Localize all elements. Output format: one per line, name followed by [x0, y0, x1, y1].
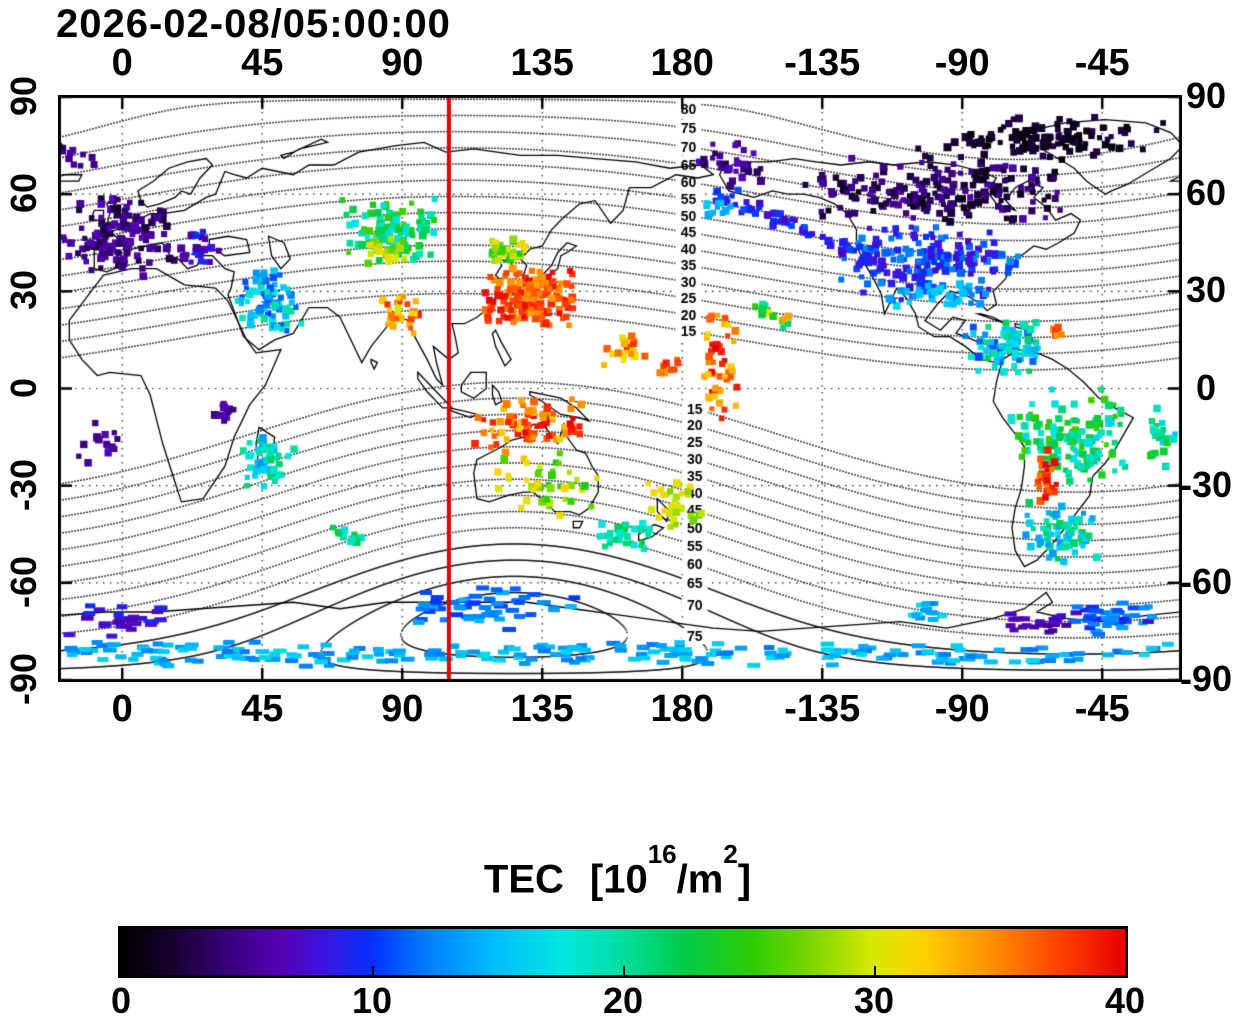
- colorbar-tick-mark: [372, 966, 374, 975]
- lon-tick-label-bottom: 0: [111, 688, 133, 730]
- lon-tick-label-top: 180: [650, 42, 714, 84]
- lat-tick-label-right: 0: [1195, 366, 1217, 408]
- lat-tick-label-right: -30: [1179, 463, 1233, 505]
- lat-tick-label-right: 60: [1185, 172, 1227, 214]
- colorbar-tick-label: 40: [1104, 980, 1146, 1021]
- colorbar-unit-exponent2: 2: [723, 839, 738, 869]
- colorbar-unit-suffix: ]: [737, 857, 752, 902]
- colorbar-unit-prefix: [10: [589, 857, 648, 902]
- lon-tick-label-top: -90: [934, 42, 990, 84]
- lon-tick-label-top: -45: [1074, 42, 1130, 84]
- lon-tick-label-top: 135: [510, 42, 574, 84]
- lon-tick-label-bottom: 90: [381, 688, 424, 730]
- colorbar-tick-label: 0: [110, 980, 132, 1021]
- colorbar-tick-mark: [874, 966, 876, 975]
- lat-tick-label-right: -60: [1179, 560, 1233, 602]
- lon-tick-label-bottom: 45: [241, 688, 284, 730]
- colorbar-tick-label: 10: [351, 980, 393, 1021]
- lon-tick-label-bottom: -45: [1074, 688, 1130, 730]
- lon-tick-label-bottom: 180: [650, 688, 714, 730]
- lat-tick-label-left: 60: [3, 173, 44, 214]
- colorbar-title-name: TEC: [483, 857, 564, 902]
- lat-tick-label-left: 90: [3, 75, 44, 117]
- colorbar-gradient: [118, 926, 1128, 978]
- lat-tick-label-left: -60: [3, 555, 44, 608]
- colorbar-tick-label: 20: [602, 980, 644, 1021]
- colorbar-title: TEC [1016/m2]: [0, 839, 1235, 902]
- lat-tick-label-left: 0: [3, 377, 44, 398]
- colorbar-unit-mid: /m: [676, 857, 724, 902]
- timestamp-title: 2026-02-08/05:00:00: [56, 2, 451, 46]
- lon-tick-label-top: 45: [241, 42, 284, 84]
- tec-world-map-canvas: [58, 95, 1182, 682]
- lon-tick-label-bottom: 135: [510, 688, 574, 730]
- lon-tick-label-top: -135: [784, 42, 861, 84]
- lat-tick-label-left: -30: [3, 458, 44, 511]
- lon-tick-label-top: 90: [381, 42, 424, 84]
- lon-tick-label-top: 0: [111, 42, 133, 84]
- lat-tick-label-right: 30: [1185, 269, 1227, 311]
- lat-tick-label-left: 30: [3, 270, 44, 311]
- colorbar-tick-label: 30: [853, 980, 895, 1021]
- lat-tick-label-left: -90: [3, 652, 44, 706]
- lon-tick-label-bottom: -135: [784, 688, 861, 730]
- lon-tick-label-bottom: -90: [934, 688, 990, 730]
- colorbar-tick-mark: [623, 966, 625, 975]
- colorbar-unit-exponent: 16: [647, 839, 677, 869]
- lat-tick-label-right: 90: [1185, 75, 1227, 116]
- lat-tick-label-right: -90: [1179, 658, 1233, 699]
